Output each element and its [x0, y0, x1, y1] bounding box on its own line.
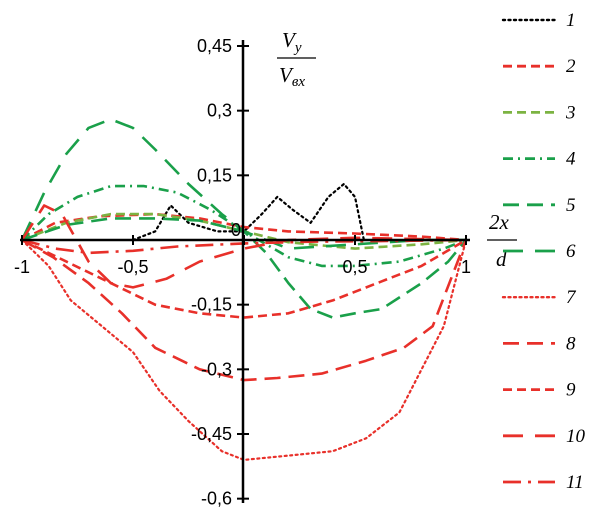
y-tick-label: -0,6: [201, 489, 232, 509]
x-tick-label: -0,5: [117, 257, 148, 277]
y-tick-label: -0,3: [201, 359, 232, 379]
x-label-denominator: d: [496, 247, 507, 271]
series-line-6: [20, 118, 466, 250]
legend-label-5: 5: [566, 195, 576, 216]
y-tick-label: -0,15: [191, 295, 232, 315]
series-line-5: [21, 217, 468, 319]
series-line-11: [21, 238, 467, 255]
y-axis-label: Vy Vвх: [277, 28, 316, 90]
y-tick-label: 0,3: [207, 101, 232, 121]
y-tick-label: -0,45: [191, 424, 232, 444]
x-axis-label: 2x d: [487, 210, 517, 271]
legend-label-2: 2: [566, 56, 576, 77]
legend-label-9: 9: [566, 380, 576, 401]
x-tick-label: -1: [14, 257, 30, 277]
series-line-7: [20, 238, 468, 461]
y-label-numerator: Vy: [282, 28, 302, 56]
legend-label-3: 3: [565, 102, 576, 123]
legend-label-7: 7: [566, 287, 577, 308]
series-line-9: [21, 238, 467, 319]
legend: 1 2 3 4 5 6 7 8 9 10 11: [501, 10, 586, 493]
x-tick-label: 0,5: [342, 257, 367, 277]
legend-label-1: 1: [566, 10, 576, 31]
y-label-denominator: Vвх: [279, 63, 305, 90]
ticks-layer: -1 -0,5 0 0,5 1 0,45 0,3 0,15 -0,15 -0,3 -0,45 -0,6: [14, 36, 471, 509]
x-tick-label: 0: [231, 220, 241, 240]
legend-label-8: 8: [566, 333, 576, 354]
legend-label-4: 4: [566, 149, 576, 170]
x-tick-label: 1: [461, 257, 471, 277]
y-tick-label: 0,45: [197, 36, 232, 56]
legend-label-6: 6: [566, 241, 576, 262]
legend-label-11: 11: [566, 472, 584, 493]
y-tick-label: 0,15: [197, 165, 232, 185]
legend-label-10: 10: [566, 426, 586, 447]
x-label-numerator: 2x: [489, 210, 510, 234]
series-line-1: [131, 182, 365, 242]
